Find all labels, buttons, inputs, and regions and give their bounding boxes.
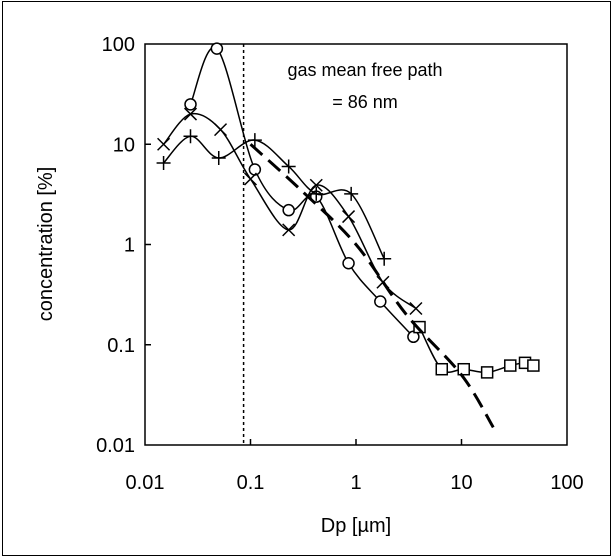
circle-marker — [248, 163, 262, 176]
y-tick-label: 10 — [113, 134, 135, 156]
plus-marker — [183, 129, 198, 144]
x-marker — [183, 107, 198, 121]
x-tick-label: 0.01 — [126, 472, 165, 494]
x-marker — [282, 223, 296, 237]
x-marker — [243, 172, 258, 186]
circle-marker — [184, 98, 197, 111]
y-tick-label: 100 — [102, 34, 135, 56]
plus-marker — [377, 251, 392, 266]
x-tick-label: 1 — [350, 472, 361, 494]
x-marker — [409, 301, 423, 316]
annotation-line-2: = 86 nm — [332, 92, 398, 112]
plus-marker — [247, 133, 262, 148]
x-tick-label: 10 — [450, 472, 472, 494]
square-marker — [457, 362, 470, 376]
circle-marker — [374, 295, 387, 308]
y-tick-label: 1 — [124, 235, 135, 257]
plus-marker — [156, 156, 171, 171]
y-tick-label: 0.01 — [96, 435, 135, 457]
square-marker — [480, 366, 494, 379]
x-axis: 0.01 0.1 1 10 100 — [126, 439, 584, 494]
x-marker — [214, 123, 228, 137]
x-marker — [309, 178, 323, 192]
square-marker — [435, 362, 449, 376]
square-marker — [504, 359, 517, 372]
square-marker — [413, 320, 426, 334]
x-tick-label: 100 — [550, 472, 583, 494]
y-axis-label: concentration [%] — [35, 167, 57, 322]
x-tick-label: 0.1 — [237, 472, 265, 494]
series-layer — [156, 42, 540, 429]
y-tick-label: 0.1 — [107, 335, 135, 357]
plus-marker — [309, 186, 324, 201]
y-axis: 100 10 1 0.1 0.01 — [96, 34, 151, 457]
square-marker — [527, 359, 540, 372]
x-marker — [342, 210, 356, 224]
plus-marker — [281, 159, 296, 174]
annotation-line-1: gas mean free path — [287, 60, 442, 80]
series-4-line — [249, 143, 495, 429]
x-marker — [157, 137, 171, 151]
plus-marker — [344, 186, 359, 201]
circle-marker — [282, 203, 295, 217]
circle-marker — [210, 42, 224, 55]
x-axis-label: Dp [µm] — [321, 515, 391, 537]
circle-marker — [342, 257, 355, 270]
plus-marker — [211, 150, 226, 165]
series-0-line — [189, 46, 414, 338]
